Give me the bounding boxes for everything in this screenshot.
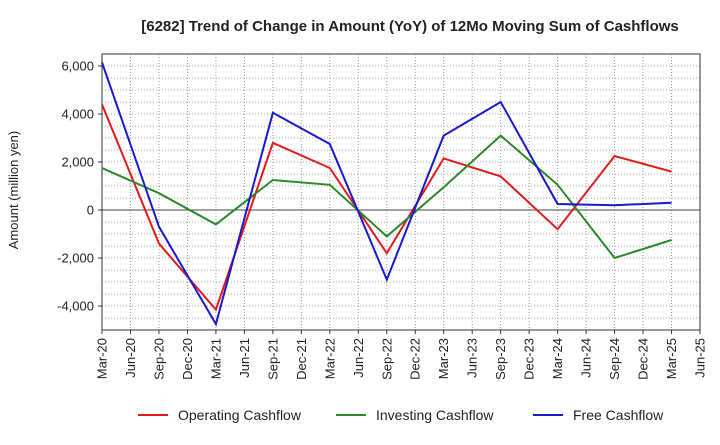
x-tick-label: Dec-21 [294,338,309,380]
x-tick-label: Sep-21 [265,338,280,380]
x-tick-label: Jun-23 [465,338,480,378]
x-tick-label: Mar-21 [208,338,223,379]
x-tick-label: Mar-24 [550,338,565,379]
y-tick-label: 0 [87,203,94,218]
legend: Operating Cashflow Investing Cashflow Free… [138,407,664,423]
x-tick-label: Mar-23 [436,338,451,379]
x-tick-label: Dec-20 [180,338,195,380]
x-tick-label: Mar-20 [95,338,110,379]
x-tick-label: Jun-21 [237,338,252,378]
x-tick-label: Dec-23 [522,338,537,380]
series-layer [102,62,672,324]
x-tick-label: Sep-20 [151,338,166,380]
legend-label-investing-cashflow: Investing Cashflow [376,407,494,423]
x-tick-label: Mar-25 [664,338,679,379]
y-tick-label: -4,000 [57,299,94,314]
x-tick-label: Dec-22 [408,338,423,380]
x-tick-label: Sep-24 [607,338,622,380]
x-tick-label: Jun-22 [351,338,366,378]
y-axis-title: Amount (million yen) [6,131,21,250]
plot-frame [102,54,700,330]
y-tick-label: 4,000 [61,107,94,122]
x-tick-label: Sep-23 [493,338,508,380]
x-tick-label: Jun-24 [579,338,594,378]
x-tick-label: Mar-22 [322,338,337,379]
x-tick-label: Jun-20 [123,338,138,378]
x-tick-label: Jun-25 [693,338,708,378]
y-tick-label: 2,000 [61,155,94,170]
chart-title: [6282] Trend of Change in Amount (YoY) o… [141,18,679,35]
grid-layer [102,54,700,330]
x-tick-label: Sep-22 [379,338,394,380]
y-tick-label: 6,000 [61,59,94,74]
legend-label-free-cashflow: Free Cashflow [573,407,664,423]
y-tick-label: -2,000 [57,251,94,266]
legend-label-operating-cashflow: Operating Cashflow [178,407,302,423]
x-tick-label: Dec-24 [636,338,651,380]
